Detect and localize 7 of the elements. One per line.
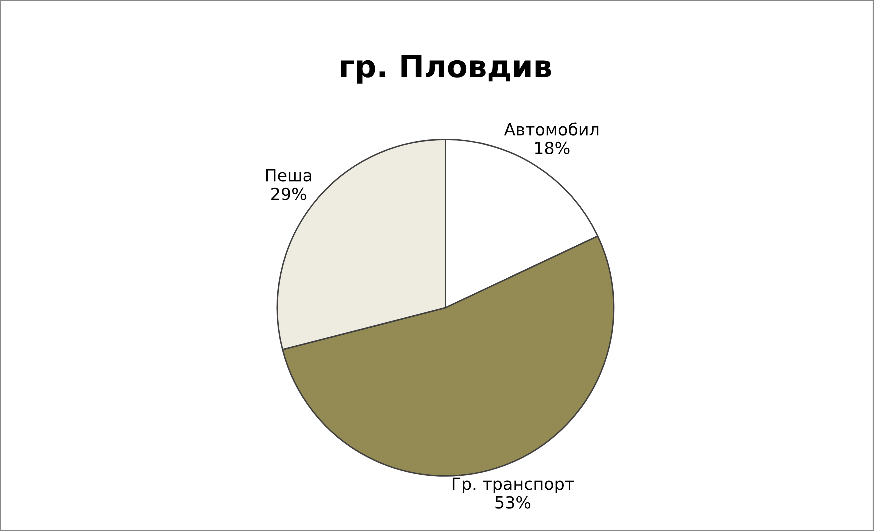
slice-label: Пеша (266, 169, 312, 182)
slice-label: Гр. транспорт (452, 478, 574, 494)
slice-label: Автомобил (504, 122, 599, 136)
data-label: 18% (535, 142, 570, 155)
data-label: 29% (272, 188, 306, 200)
data-label: 53% (496, 496, 531, 509)
chart-title: гр. Пловдив (341, 55, 552, 84)
